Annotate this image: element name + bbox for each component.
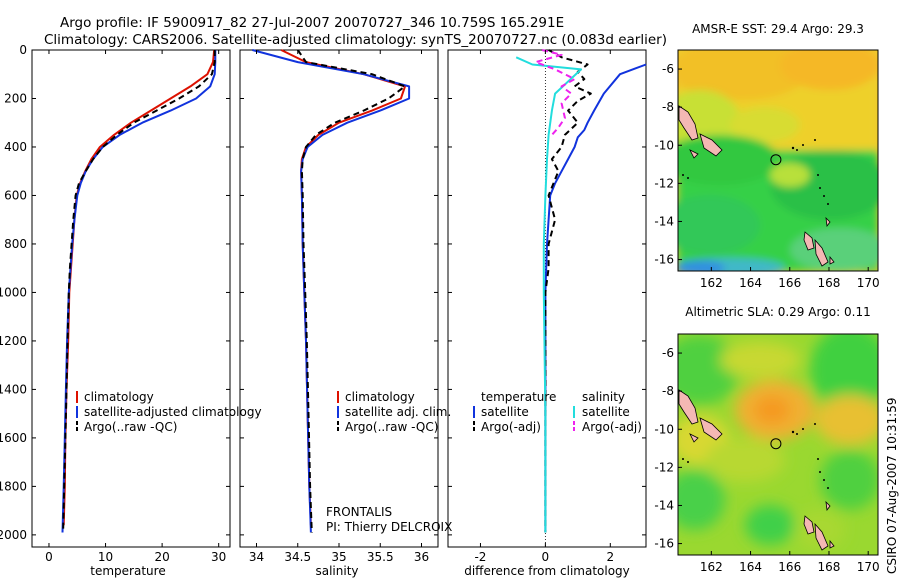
diff-legend-sal-argo: Argo(-adj) <box>582 420 642 434</box>
sla-map <box>678 334 878 555</box>
sal-legend-clim: climatology <box>345 390 415 404</box>
map-lat-label: -14 <box>654 214 674 228</box>
x-tick-label: 34 <box>249 550 264 564</box>
sst-map <box>678 50 878 271</box>
map-lat-label: -16 <box>654 253 674 267</box>
temperature-curves <box>61 49 217 533</box>
profile-series-line <box>534 49 576 136</box>
map-lat-label: -10 <box>654 422 674 436</box>
map-lat-label: -8 <box>662 384 674 398</box>
profile-x-ticks: 0 10 20 30 34 34.5 35 35.5 36 -2 0 2 <box>45 50 614 564</box>
map-lat-label: -16 <box>654 537 674 551</box>
figure-title-line1: Argo profile: IF 5900917_82 27-Jul-2007 … <box>60 15 564 31</box>
frontalis-label: FRONTALIS <box>326 505 392 519</box>
depth-tick-label: 1400 <box>0 382 27 396</box>
map-lon-label: 164 <box>739 276 762 290</box>
x-tick-label: 2 <box>606 550 614 564</box>
x-tick-label: 35.5 <box>367 550 394 564</box>
sla-map-frame <box>677 333 879 556</box>
depth-tick-label: 1800 <box>0 479 27 493</box>
x-tick-label: 30 <box>211 550 226 564</box>
difference-curves <box>515 49 647 547</box>
sst-map-frame <box>677 49 879 272</box>
float-position-marker-sst <box>770 154 782 166</box>
map-lon-label: 166 <box>778 276 801 290</box>
diff-legend-temp-argo: Argo(-adj) <box>481 420 541 434</box>
salinity-xlabel: salinity <box>315 564 358 578</box>
map-lon-label: 162 <box>700 276 723 290</box>
side-timestamp: CSIRO 07-Aug-2007 10:31:59 <box>885 398 899 574</box>
profile-series-line <box>544 49 592 533</box>
depth-tick-label: 0 <box>19 43 27 57</box>
map-lat-label: -6 <box>662 346 674 360</box>
depth-tick-label: 800 <box>4 237 27 251</box>
difference-axes <box>447 49 647 548</box>
depth-tick-label: 1600 <box>0 431 27 445</box>
map-lon-label: 168 <box>818 276 841 290</box>
depth-tick-label: 1200 <box>0 334 27 348</box>
map-lon-label: 162 <box>700 560 723 574</box>
x-tick-label: 0 <box>45 550 53 564</box>
profile-series-line <box>62 50 216 533</box>
x-tick-label: 34.5 <box>284 550 311 564</box>
profile-series-line <box>515 56 583 533</box>
depth-tick-label: 200 <box>4 91 27 105</box>
map-lat-label: -8 <box>662 100 674 114</box>
x-tick-label: 20 <box>154 550 169 564</box>
map-lat-label: -10 <box>654 138 674 152</box>
depth-axis-ticks: 0 200 400 600 800 1000 1200 1400 1600 1800 2000 <box>0 43 646 542</box>
x-tick-label: 35 <box>331 550 346 564</box>
temp-legend-sat: satellite-adjusted climatology <box>84 405 262 419</box>
map-lat-label: -12 <box>654 460 674 474</box>
pi-label: PI: Thierry DELCROIX <box>326 520 452 534</box>
sst-map-title: AMSR-E SST: 29.4 Argo: 29.3 <box>692 22 864 36</box>
map-lon-label: 168 <box>818 560 841 574</box>
difference-xlabel: difference from climatology <box>464 564 630 578</box>
profile-series-line <box>544 63 647 533</box>
map-lon-label: 170 <box>857 560 880 574</box>
map-lon-label: 170 <box>857 276 880 290</box>
map-axis-ticks: 162 164 166 168 170 -6 -8 -10 -12 -14 -16 162 164 166… <box>654 62 879 574</box>
sal-legend-argo: Argo(..raw -QC) <box>345 420 438 434</box>
diff-legend-sal-sat: satellite <box>582 405 630 419</box>
diff-legend-temp-sat: satellite <box>481 405 529 419</box>
depth-tick-label: 400 <box>4 140 27 154</box>
x-tick-label: 0 <box>542 550 550 564</box>
temp-legend-argo: Argo(..raw -QC) <box>84 420 177 434</box>
float-position-marker-sla <box>770 438 782 450</box>
depth-tick-label: 1000 <box>0 285 27 299</box>
sla-map-title: Altimetric SLA: 0.29 Argo: 0.11 <box>685 305 870 319</box>
x-tick-label: -2 <box>474 550 486 564</box>
x-tick-label: 10 <box>98 550 113 564</box>
map-lat-label: -14 <box>654 498 674 512</box>
depth-tick-label: 2000 <box>0 528 27 542</box>
temp-legend-clim: climatology <box>84 390 154 404</box>
profile-series-line <box>296 49 406 533</box>
depth-tick-label: 600 <box>4 188 27 202</box>
temperature-xlabel: temperature <box>90 564 165 578</box>
map-lon-label: 164 <box>739 560 762 574</box>
salinity-axes <box>239 49 439 548</box>
difference-legend: temperature satellite Argo(-adj) salinit… <box>473 390 642 434</box>
x-tick-label: 36 <box>414 550 429 564</box>
temperature-legend: climatology satellite-adjusted climatolo… <box>76 390 262 434</box>
map-lat-label: -6 <box>662 62 674 76</box>
figure-title-line2: Climatology: CARS2006. Satellite-adjuste… <box>44 32 667 48</box>
sal-legend-sat: satellite adj. clim. <box>345 405 451 419</box>
diff-legend-sal-title: salinity <box>582 390 625 404</box>
map-lon-label: 166 <box>778 560 801 574</box>
diff-legend-temp-title: temperature <box>481 390 556 404</box>
salinity-legend: climatology satellite adj. clim. Argo(..… <box>326 390 452 534</box>
map-lat-label: -12 <box>654 176 674 190</box>
salinity-curves <box>252 49 411 533</box>
